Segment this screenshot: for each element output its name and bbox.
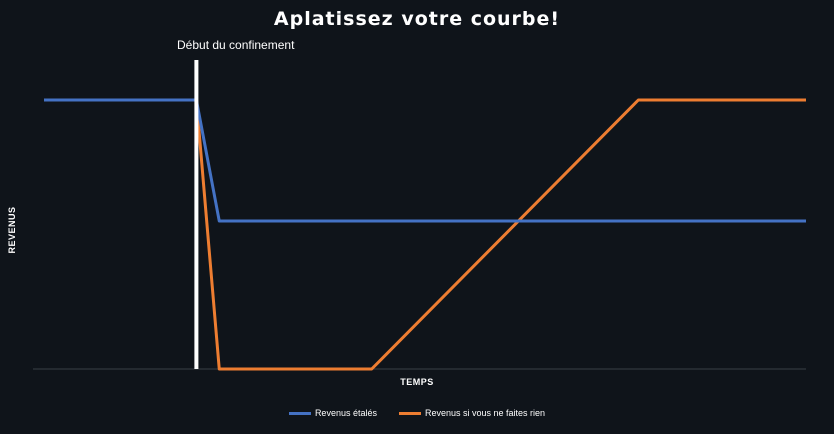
chart-title: Aplatissez votre courbe! <box>273 8 561 30</box>
legend-item-revenus-rien: Revenus si vous ne faites rien <box>398 408 546 418</box>
series-layer <box>44 98 806 371</box>
series-line-1 <box>44 98 806 371</box>
legend-label: Revenus étalés <box>314 408 377 418</box>
annotation-label: Début du confinement <box>177 38 295 52</box>
series-line-0 <box>44 98 806 223</box>
legend: Revenus étalés Revenus si vous ne faites… <box>0 408 834 418</box>
x-axis-label: TEMPS <box>400 377 434 387</box>
legend-item-revenus-etales: Revenus étalés <box>288 408 377 418</box>
legend-label: Revenus si vous ne faites rien <box>424 408 546 418</box>
legend-swatch-blue <box>288 411 311 415</box>
legend-swatch-orange <box>398 411 421 415</box>
